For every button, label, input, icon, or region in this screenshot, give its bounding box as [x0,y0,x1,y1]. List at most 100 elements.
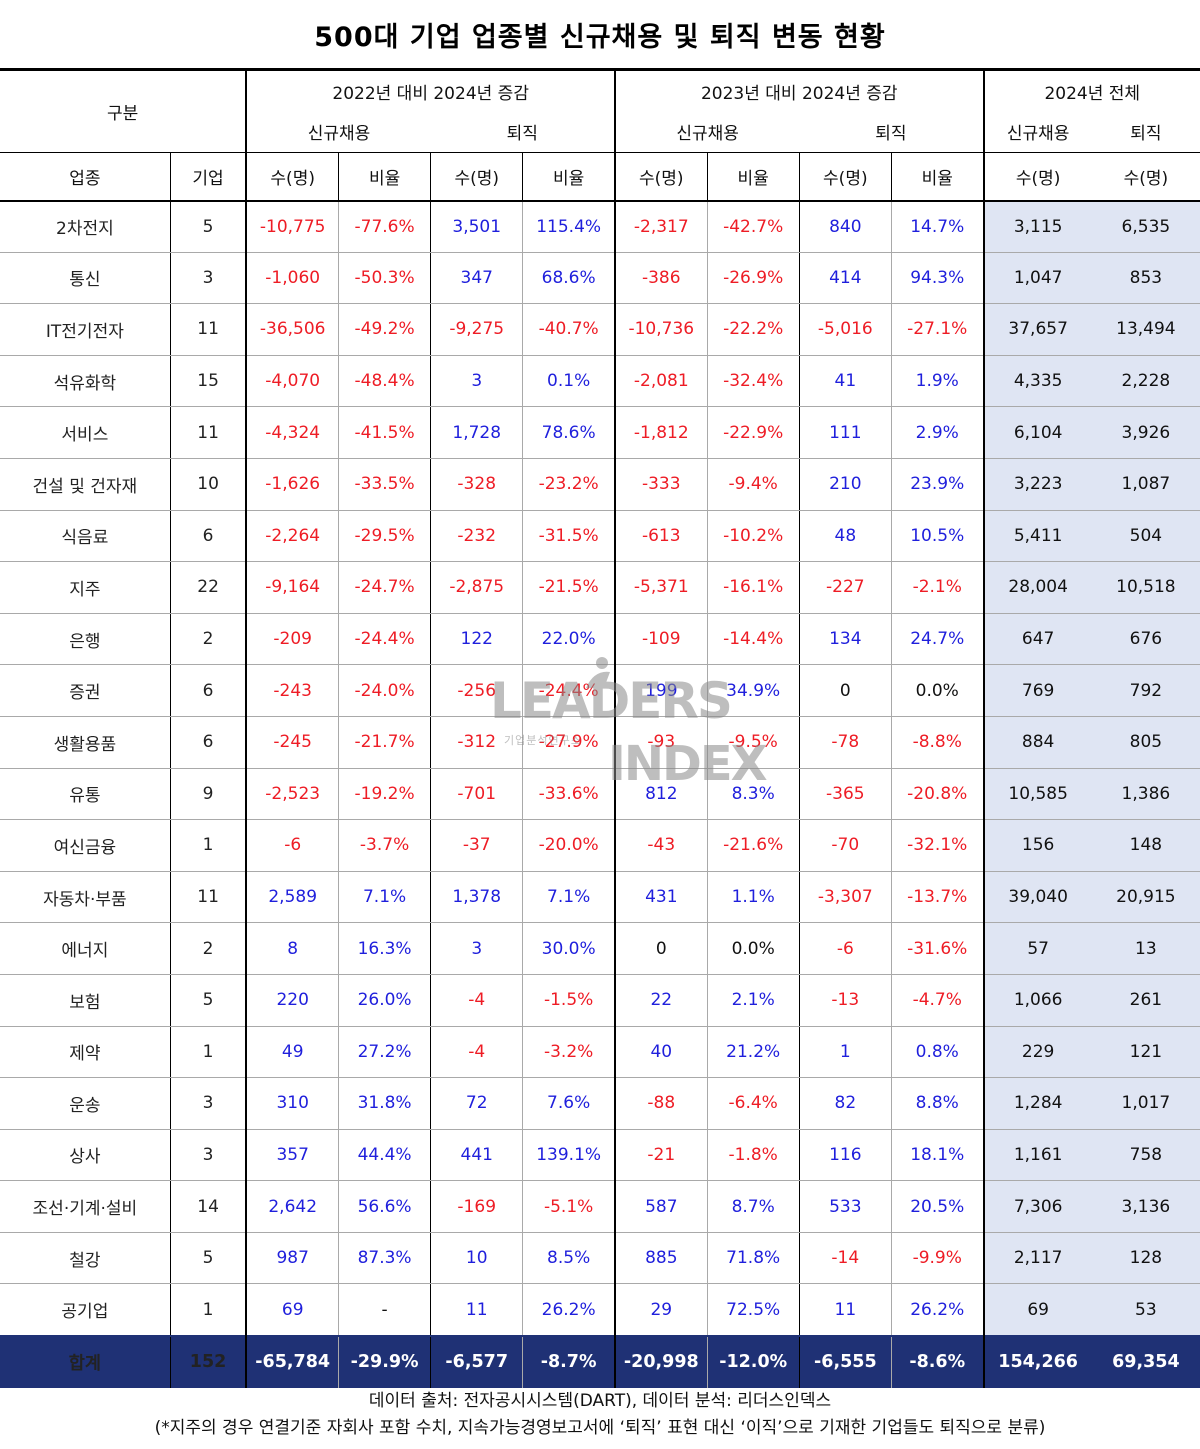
company-count: 5 [169,974,247,1027]
retire-ratio-2022: -1.5% [522,974,615,1027]
new-hire-ratio-2023: -22.2% [706,303,800,356]
retire-change-2022: -9,275 [430,303,523,356]
header-group-2023: 2023년 대비 2024년 증감 [613,68,984,112]
new-hire-change-2022: -65,784 [245,1334,339,1388]
new-hire-ratio-2022: -50.3% [338,252,431,305]
retire-ratio-2022: 30.0% [522,922,615,975]
new-hire-total-2024: 10,585 [982,768,1092,821]
retire-change-2023: 82 [798,1077,892,1130]
new-hire-change-2022: 2,589 [245,871,339,924]
new-hire-total-2024: 1,161 [982,1129,1092,1182]
company-count: 152 [169,1334,247,1388]
company-count: 1 [169,819,247,872]
new-hire-ratio-2023: -21.6% [706,819,800,872]
retire-change-2022: -4 [430,974,523,1027]
table-row: 에너지 2 8 16.3% 3 30.0% 0 0.0% -6 -31.6% 57 13 [0,922,1200,975]
new-hire-change-2022: -9,164 [245,561,339,614]
table-row: 운송 3 310 31.8% 72 7.6% -88 -6.4% 82 8.8% 1,284 1,01… [0,1077,1200,1130]
retire-change-2022: -328 [430,458,523,511]
new-hire-change-2023: -1,812 [613,406,708,459]
retire-ratio-2023: 0.0% [890,664,984,717]
header-count: 수(명) [1091,152,1200,202]
retire-change-2023: -5,016 [798,303,892,356]
new-hire-ratio-2023: 71.8% [706,1232,800,1285]
retire-ratio-2023: 94.3% [890,252,984,305]
new-hire-ratio-2023: -26.9% [706,252,800,305]
industry-name: 생활용품 [0,716,171,769]
new-hire-change-2023: 587 [613,1180,708,1233]
new-hire-ratio-2023: 2.1% [706,974,800,1027]
retire-change-2022: 347 [430,252,523,305]
retire-ratio-2023: -13.7% [890,871,984,924]
table-row: 서비스 11 -4,324 -41.5% 1,728 78.6% -1,812 -22.9% 1… [0,406,1200,459]
new-hire-ratio-2023: 0.0% [706,922,800,975]
header-retire: 퇴직 [1091,111,1200,153]
header-count: 수(명) [430,152,523,202]
retire-change-2022: 10 [430,1232,523,1285]
retire-total-2024: 1,087 [1091,458,1200,511]
new-hire-change-2023: 431 [613,871,708,924]
retire-change-2022: -312 [430,716,523,769]
header-group-2024: 2024년 전체 [982,68,1200,112]
retire-ratio-2022: -8.7% [522,1334,615,1388]
new-hire-total-2024: 28,004 [982,561,1092,614]
retire-change-2023: 414 [798,252,892,305]
table-row: 조선·기계·설비 14 2,642 56.6% -169 -5.1% 587 8.7% 533 2… [0,1180,1200,1233]
company-count: 5 [169,1232,247,1285]
new-hire-ratio-2023: 21.2% [706,1026,800,1079]
new-hire-change-2023: -333 [613,458,708,511]
new-hire-change-2022: -245 [245,716,339,769]
new-hire-ratio-2023: -9.4% [706,458,800,511]
new-hire-change-2022: 987 [245,1232,339,1285]
table-row: 지주 22 -9,164 -24.7% -2,875 -21.5% -5,371 -16.1%… [0,561,1200,614]
retire-change-2022: -2,875 [430,561,523,614]
retire-total-2024: 3,136 [1091,1180,1200,1233]
new-hire-total-2024: 7,306 [982,1180,1092,1233]
new-hire-change-2022: -1,060 [245,252,339,305]
retire-change-2023: -3,307 [798,871,892,924]
source-note: 데이터 출처: 전자공시시스템(DART), 데이터 분석: 리더스인덱스 [368,1391,832,1411]
industry-name: 유통 [0,768,171,821]
retire-ratio-2022: -21.5% [522,561,615,614]
company-count: 1 [169,1026,247,1079]
new-hire-ratio-2023: -32.4% [706,355,800,408]
table-row: 보험 5 220 26.0% -4 -1.5% 22 2.1% -13 -4.7% 1,066 261 [0,974,1200,1027]
new-hire-total-2024: 2,117 [982,1232,1092,1285]
retire-ratio-2022: -20.0% [522,819,615,872]
retire-ratio-2023: -9.9% [890,1232,984,1285]
new-hire-change-2023: -613 [613,510,708,563]
header-new-hire: 신규채용 [613,111,800,153]
table-row: 증권 6 -243 -24.0% -256 -24.4% 199 34.9% 0 0.0% 769 7… [0,664,1200,717]
retire-ratio-2023: 2.9% [890,406,984,459]
header-industry: 업종 [0,152,171,202]
retire-total-2024: 128 [1091,1232,1200,1285]
retire-change-2022: -169 [430,1180,523,1233]
new-hire-ratio-2022: -33.5% [338,458,431,511]
new-hire-change-2022: 8 [245,922,339,975]
retire-ratio-2023: 1.9% [890,355,984,408]
table-row: 2차전지 5 -10,775 -77.6% 3,501 115.4% -2,317 -42.7… [0,200,1200,253]
retire-ratio-2023: 20.5% [890,1180,984,1233]
table-body: 2차전지 5 -10,775 -77.6% 3,501 115.4% -2,317 -42.7… [0,200,1200,1388]
new-hire-change-2023: -20,998 [613,1334,708,1388]
retire-ratio-2022: 115.4% [522,200,615,253]
new-hire-ratio-2023: -12.0% [706,1334,800,1388]
new-hire-ratio-2022: -3.7% [338,819,431,872]
retire-ratio-2023: -20.8% [890,768,984,821]
industry-name: 제약 [0,1026,171,1079]
retire-ratio-2023: -32.1% [890,819,984,872]
industry-name: 건설 및 건자재 [0,458,171,511]
new-hire-ratio-2022: -29.9% [338,1334,431,1388]
table-row: 은행 2 -209 -24.4% 122 22.0% -109 -14.4% 134 24.7% 6… [0,613,1200,666]
new-hire-change-2023: -10,736 [613,303,708,356]
retire-change-2023: 1 [798,1026,892,1079]
industry-name: 보험 [0,974,171,1027]
retire-ratio-2022: -40.7% [522,303,615,356]
new-hire-change-2022: 2,642 [245,1180,339,1233]
new-hire-ratio-2023: 34.9% [706,664,800,717]
retire-change-2022: -4 [430,1026,523,1079]
header-category: 구분 [0,68,247,153]
recruitment-table: 구분 2022년 대비 2024년 증감 2023년 대비 2024년 증감 2… [0,68,1200,1388]
new-hire-change-2023: 29 [613,1283,708,1337]
new-hire-ratio-2022: 16.3% [338,922,431,975]
